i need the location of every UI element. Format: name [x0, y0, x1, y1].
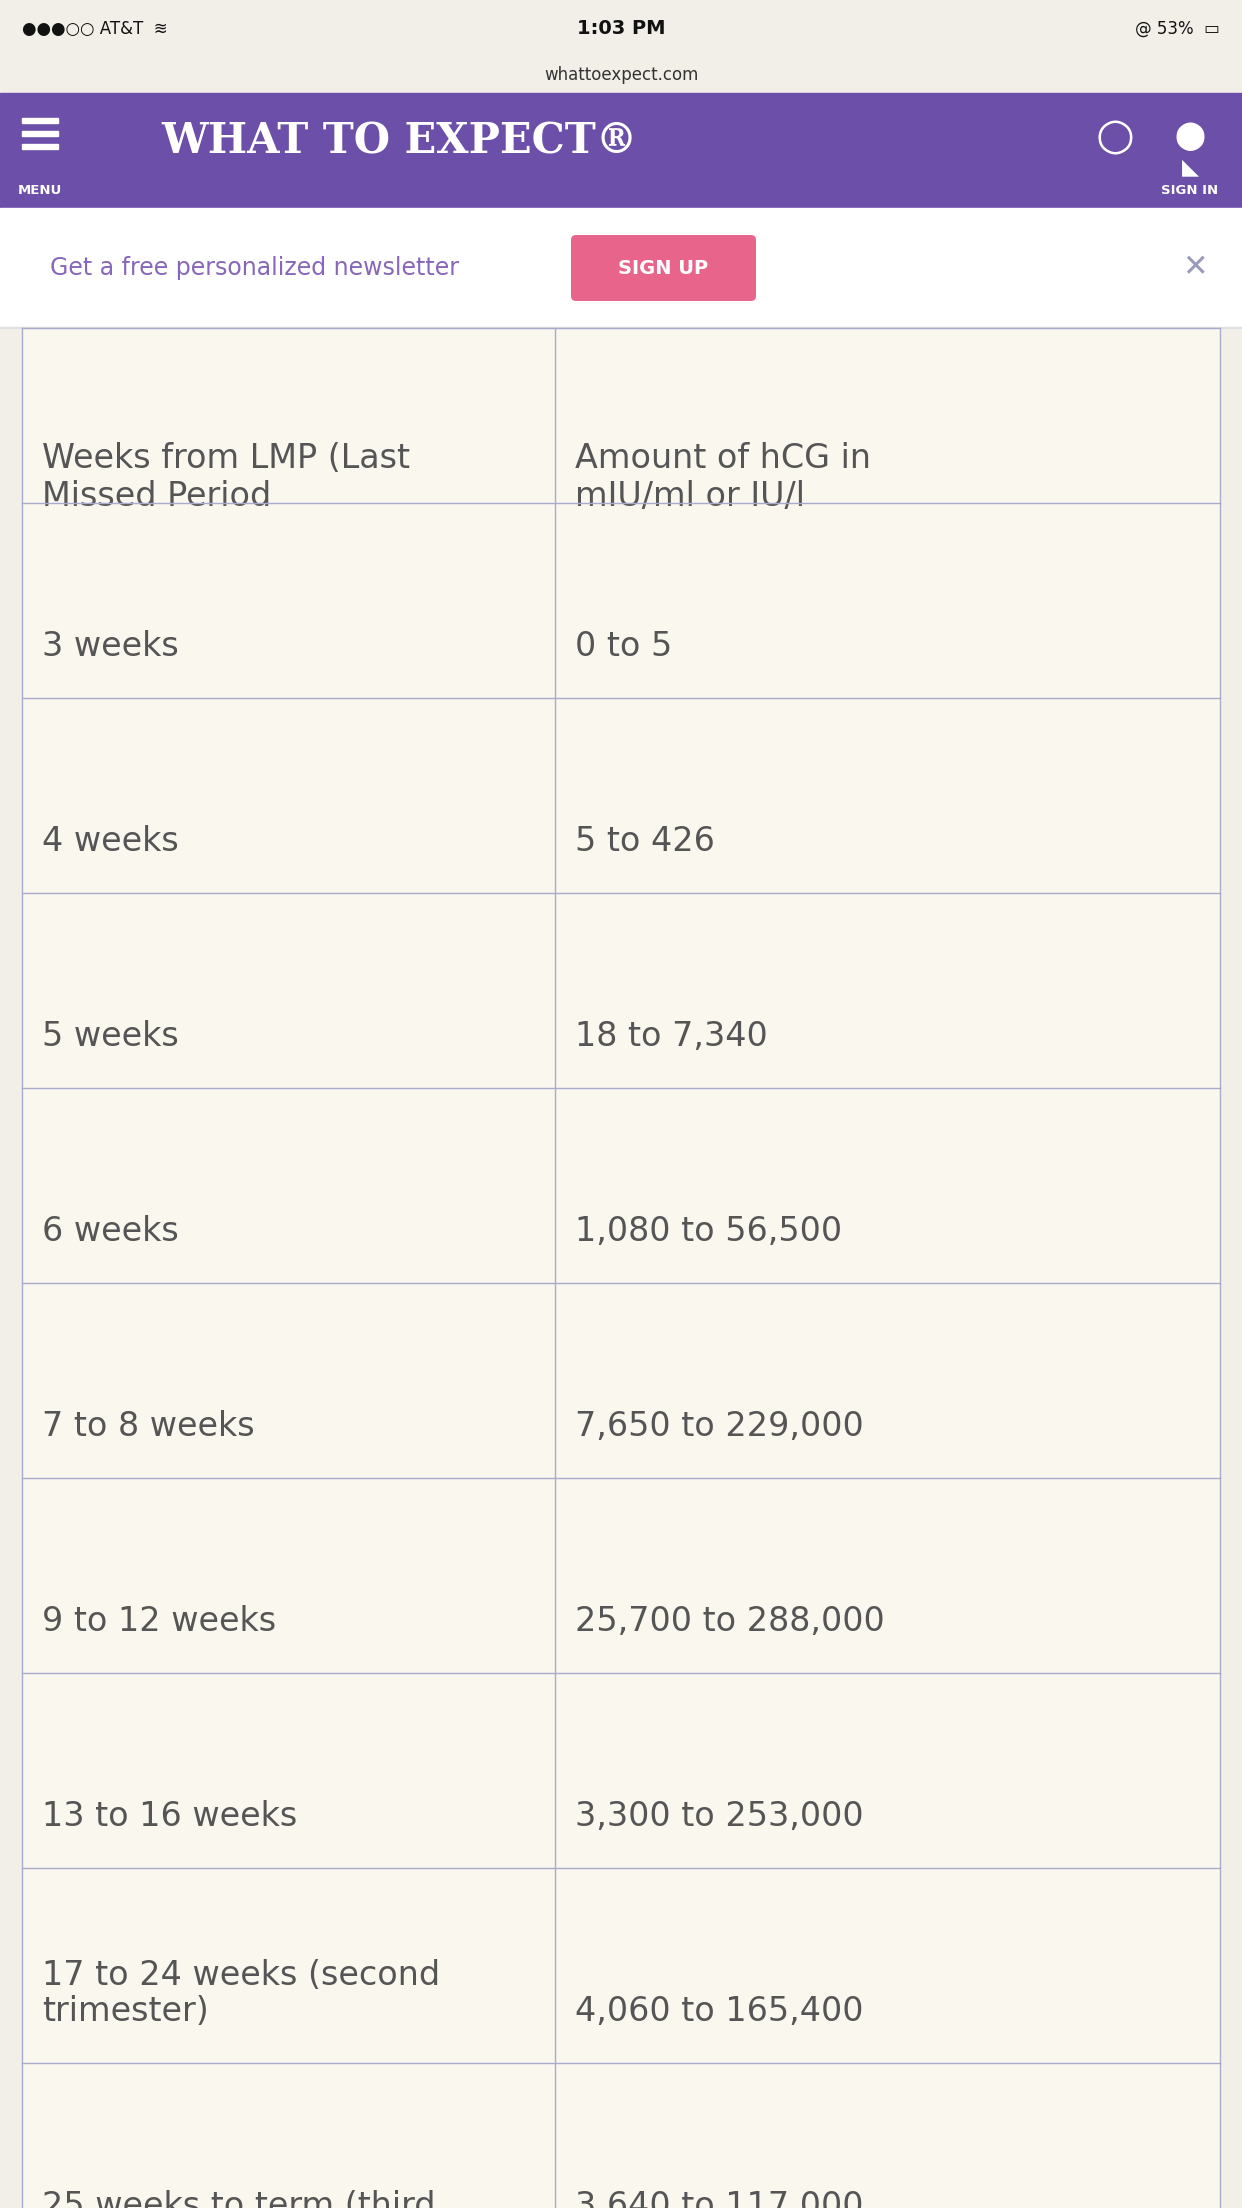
- Text: 25,700 to 288,000: 25,700 to 288,000: [575, 1605, 884, 1638]
- Text: 5 to 426: 5 to 426: [575, 826, 715, 859]
- Text: 9 to 12 weeks: 9 to 12 weeks: [42, 1605, 276, 1638]
- Text: 1:03 PM: 1:03 PM: [576, 20, 666, 38]
- Bar: [0, 55, 1242, 93]
- FancyBboxPatch shape: [571, 234, 756, 300]
- Text: 3,300 to 253,000: 3,300 to 253,000: [575, 1800, 863, 1833]
- Text: 4 weeks: 4 weeks: [42, 826, 179, 859]
- Text: 4,060 to 165,400: 4,060 to 165,400: [575, 1996, 863, 2027]
- Text: 3 weeks: 3 weeks: [42, 629, 179, 662]
- Text: Amount of hCG in: Amount of hCG in: [575, 442, 871, 475]
- Text: 6 weeks: 6 weeks: [42, 1214, 179, 1248]
- Text: trimester): trimester): [42, 1996, 209, 2027]
- Text: ⬤: ⬤: [1175, 121, 1206, 150]
- Text: Missed Period: Missed Period: [42, 479, 271, 512]
- Text: 3,640 to 117,000: 3,640 to 117,000: [575, 2190, 863, 2208]
- Text: ●●●○○ AT&T  ≋: ●●●○○ AT&T ≋: [22, 20, 168, 38]
- Text: 17 to 24 weeks (second: 17 to 24 weeks (second: [42, 1958, 440, 1992]
- Text: Get a free personalized newsletter: Get a free personalized newsletter: [51, 256, 460, 280]
- Text: mIU/ml or IU/l: mIU/ml or IU/l: [575, 479, 805, 512]
- Text: ○: ○: [1095, 115, 1134, 159]
- Text: 13 to 16 weeks: 13 to 16 weeks: [42, 1800, 297, 1833]
- Text: @ 53%  ▭: @ 53% ▭: [1135, 20, 1220, 38]
- Text: MENU: MENU: [17, 183, 62, 197]
- Bar: [22, 144, 58, 148]
- Text: ◣: ◣: [1181, 157, 1199, 179]
- Bar: [22, 130, 58, 137]
- Text: 7,650 to 229,000: 7,650 to 229,000: [575, 1411, 864, 1444]
- Text: 18 to 7,340: 18 to 7,340: [575, 1020, 768, 1053]
- Text: 5 weeks: 5 weeks: [42, 1020, 179, 1053]
- Text: Weeks from LMP (Last: Weeks from LMP (Last: [42, 442, 410, 475]
- Text: 25 weeks to term (third: 25 weeks to term (third: [42, 2190, 436, 2208]
- Text: SIGN IN: SIGN IN: [1161, 183, 1218, 197]
- Bar: [0, 0, 1242, 55]
- Text: WHAT TO EXPECT®: WHAT TO EXPECT®: [161, 119, 638, 163]
- Text: 7 to 8 weeks: 7 to 8 weeks: [42, 1411, 255, 1444]
- Text: 0 to 5: 0 to 5: [575, 629, 672, 662]
- Text: whattoexpect.com: whattoexpect.com: [544, 66, 698, 84]
- Bar: [0, 93, 1242, 208]
- Bar: [22, 329, 1220, 2208]
- Text: SIGN UP: SIGN UP: [619, 258, 709, 278]
- Text: ✕: ✕: [1182, 254, 1207, 283]
- Bar: [22, 117, 58, 124]
- Bar: [0, 208, 1242, 329]
- Text: 1,080 to 56,500: 1,080 to 56,500: [575, 1214, 842, 1248]
